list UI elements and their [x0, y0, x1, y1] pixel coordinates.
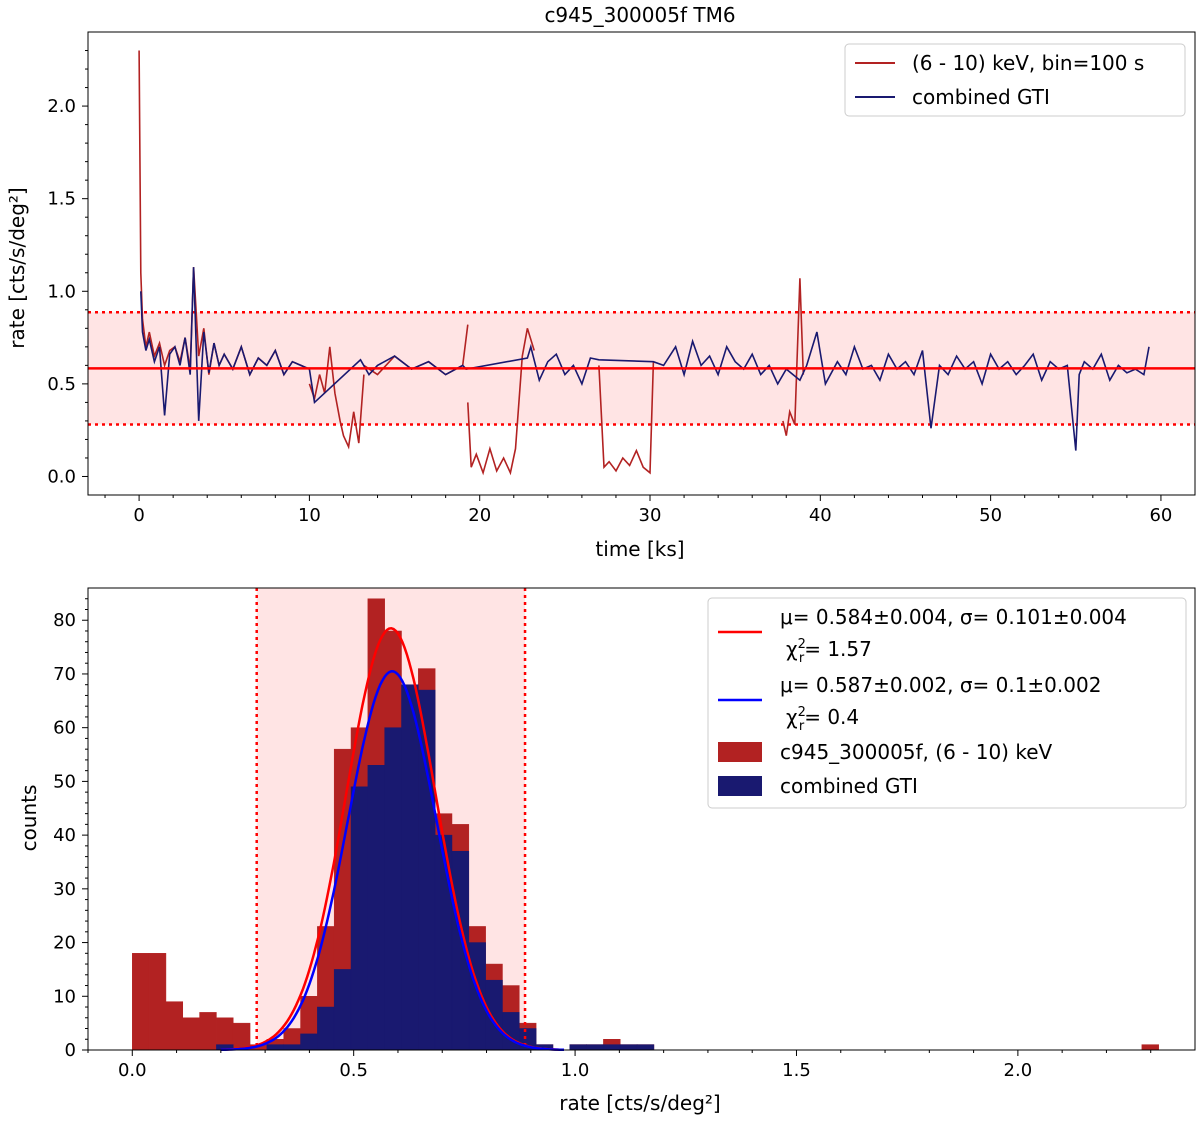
lightcurve-segment-3	[467, 356, 524, 476]
hist-gti-bar	[468, 942, 486, 1051]
hist-gti-bar	[266, 1044, 284, 1051]
gti-line	[140, 267, 1150, 451]
hist-gti-bar	[317, 1006, 335, 1051]
hist-gti-bar	[283, 1044, 301, 1051]
ytick-label: 1.5	[47, 189, 76, 210]
lightcurve-segment-1	[308, 346, 365, 450]
ytick-label: 70	[53, 664, 76, 685]
histogram-axes-frame	[87, 587, 1196, 1051]
hist-gti-bar	[350, 786, 369, 1051]
lightcurve-legend: (6 - 10) keV, bin=100 s combined GTI	[844, 43, 1186, 117]
fit-all-chi-value: 1.57	[827, 637, 872, 661]
xtick-label: 50	[979, 505, 1002, 526]
xtick-label: 1.0	[561, 1060, 590, 1081]
fit-all-mu-label: μ= 0.584±0.004, σ= 0.101±0.004	[780, 605, 1127, 629]
lightcurve-series	[138, 50, 1150, 476]
hist-gti-bar	[619, 1044, 638, 1051]
hist-all-bar	[232, 1022, 251, 1051]
ytick-label: 40	[53, 825, 76, 846]
xtick-label: 0	[133, 505, 144, 526]
ytick-label: 30	[53, 879, 76, 900]
hist-gti-bar	[367, 765, 385, 1051]
ytick-label: 0	[65, 1040, 76, 1061]
xtick-label: 2.0	[1004, 1060, 1033, 1081]
legend-hist-gti-label: combined GTI	[780, 774, 918, 798]
lightcurve-ylabel: rate [cts/s/deg²]	[5, 187, 29, 348]
xtick-label: 10	[298, 505, 321, 526]
xtick-label: 40	[809, 505, 832, 526]
histogram-legend: μ= 0.584±0.004, σ= 0.101±0.004 χ2 r= 1.57…	[707, 597, 1187, 809]
hist-gti-bar	[333, 969, 352, 1051]
legend-lightcurve-label: (6 - 10) keV, bin=100 s	[912, 51, 1144, 75]
xtick-label: 1.5	[782, 1060, 811, 1081]
histogram-panel: 0.0 0.5 1.0 1.5 2.0 0 10 20 30 40 50 60 70 80 rate [c…	[17, 587, 1196, 1115]
ytick-label: 80	[53, 610, 76, 631]
hist-all-bar	[165, 1001, 184, 1051]
gaussian-fits	[220, 627, 565, 1052]
legend-hist-all-label: c945_300005f, (6 - 10) keV	[780, 740, 1053, 764]
lightcurve-segment-6	[782, 278, 805, 436]
xtick-label: 0.0	[118, 1060, 147, 1081]
lightcurve-panel: 0 10 20 30 40 50 60 0.0 0.5 1.0 1.5 2.0 time [ks] r…	[5, 31, 1196, 561]
gaussian-fit-1	[220, 670, 564, 1052]
hist-all-bar	[1141, 1044, 1159, 1051]
histogram-xlabel: rate [cts/s/deg²]	[559, 1091, 720, 1115]
legend-gti-label: combined GTI	[912, 85, 1050, 109]
histogram-ylabel: counts	[17, 785, 41, 852]
histogram-ticks: 0.0 0.5 1.0 1.5 2.0 0 10 20 30 40 50 60 70 80	[53, 598, 1152, 1081]
xtick-label: 20	[468, 505, 491, 526]
ytick-label: 50	[53, 771, 76, 792]
hist-gti-bar	[384, 727, 402, 1051]
fit-gti-mu-label: μ= 0.587±0.002, σ= 0.1±0.002	[780, 673, 1101, 697]
hist-all-bar	[148, 953, 167, 1051]
hist-gti-bar	[586, 1044, 604, 1051]
hist-gti-bar	[636, 1044, 655, 1051]
hist-gti-bar	[569, 1044, 587, 1051]
xtick-label: 0.5	[339, 1060, 368, 1081]
fit-gti-chi-value: 0.4	[827, 705, 859, 729]
ytick-label: 20	[53, 933, 76, 954]
lightcurve-xlabel: time [ks]	[595, 537, 684, 561]
hist-gti-bar	[300, 1033, 318, 1051]
lightcurve-ticks: 0 10 20 30 40 50 60 0.0 0.5 1.0 1.5 2.0	[47, 50, 1172, 526]
hist-all-bar	[182, 1017, 200, 1051]
ytick-label: 2.0	[47, 96, 76, 117]
xtick-label: 30	[639, 505, 662, 526]
lightcurve-segment-4	[521, 328, 535, 357]
lightcurve-axes-frame	[87, 31, 1196, 496]
ytick-label: 60	[53, 718, 76, 739]
hist-all-bar	[199, 1012, 217, 1051]
xtick-label: 60	[1149, 505, 1172, 526]
ytick-label: 0.0	[47, 466, 76, 487]
histogram-bars-gti	[216, 684, 655, 1051]
hist-gti-bar	[502, 1012, 520, 1051]
lightcurve-segment-5	[598, 361, 655, 475]
hist-all-bar	[132, 953, 150, 1051]
hist-gti-bar	[401, 684, 419, 1051]
hist-gti-bar	[603, 1044, 621, 1051]
ytick-label: 0.5	[47, 374, 76, 395]
ytick-label: 1.0	[47, 281, 76, 302]
figure-title: c945_300005f TM6	[544, 3, 735, 27]
ytick-label: 10	[53, 986, 76, 1007]
